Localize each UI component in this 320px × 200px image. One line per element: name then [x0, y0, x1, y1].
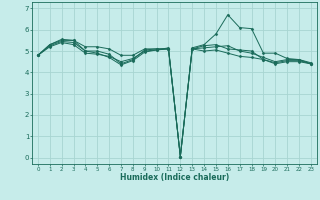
X-axis label: Humidex (Indice chaleur): Humidex (Indice chaleur)	[120, 173, 229, 182]
